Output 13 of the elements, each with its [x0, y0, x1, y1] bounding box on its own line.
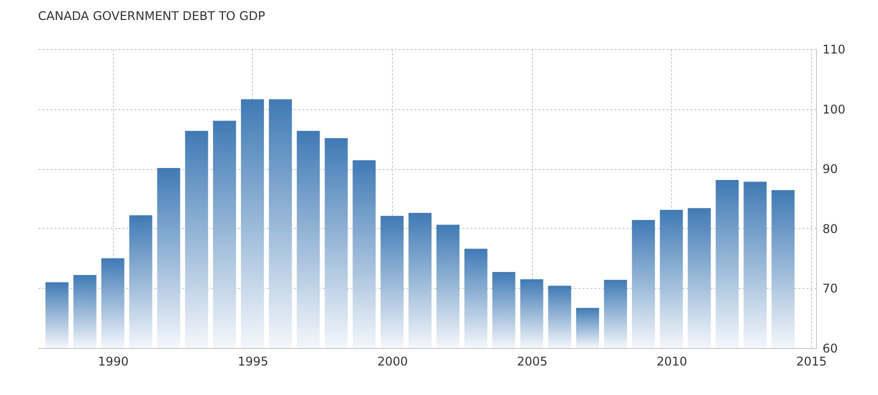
y-tick-label: 70 — [822, 282, 838, 296]
y-tick-label: 110 — [822, 42, 846, 56]
y-tick-label: 100 — [822, 102, 846, 116]
x-tick-label: 2010 — [656, 354, 688, 368]
x-tick-label: 2000 — [377, 354, 408, 368]
chart-title: CANADA GOVERNMENT DEBT TO GDP — [38, 9, 266, 23]
y-tick-label: 90 — [822, 162, 838, 176]
y-tick-label: 80 — [822, 222, 838, 236]
x-tick-label: 2005 — [516, 354, 548, 368]
y-tick-label: 60 — [822, 342, 838, 356]
x-tick-label: 1995 — [238, 354, 268, 368]
x-tick-label: 2015 — [796, 354, 827, 368]
x-tick-label: 1990 — [98, 354, 129, 368]
